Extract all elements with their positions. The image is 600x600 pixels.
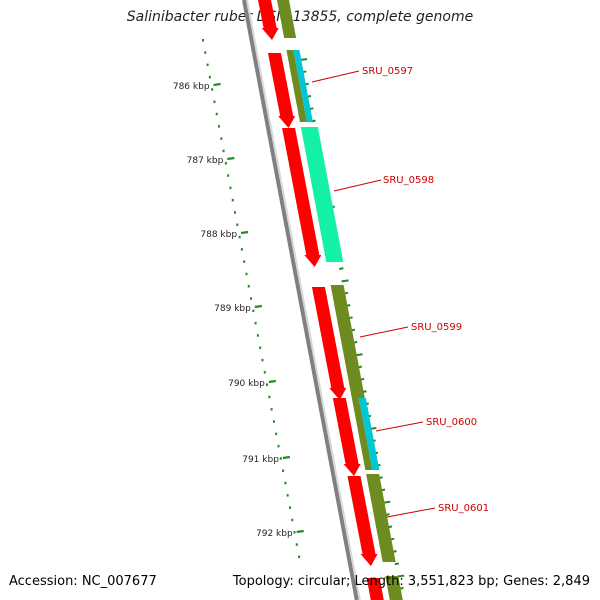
cds-arrow [267, 53, 296, 128]
feature-olive-bar [286, 50, 307, 122]
ruler-dot [213, 100, 216, 103]
ruler-dot [211, 88, 214, 91]
ruler-dot [286, 494, 289, 497]
gene-leader-line [386, 507, 436, 518]
ruler-major-tick [268, 379, 276, 384]
topology-text: Topology: circular; Length: 3,551,823 bp… [232, 574, 590, 589]
ruler-dot [245, 272, 248, 276]
outer-ruler-mark [339, 267, 344, 271]
ruler-tick-label: 791 kbp [242, 455, 279, 465]
ruler-dot [231, 198, 234, 202]
ruler-dot [252, 309, 255, 313]
gene-label: SRU_0601 [438, 503, 489, 514]
cds-arrow [332, 398, 361, 476]
outer-ruler-mark [394, 562, 400, 566]
feature-cyan-bar [358, 398, 380, 470]
ruler-dot [291, 518, 294, 522]
feature-olive-bar [351, 398, 373, 470]
gene-label: SRU_0598 [383, 175, 434, 186]
ruler-dot [282, 469, 285, 472]
gene-leader-line [311, 70, 360, 83]
feature-olive-bar [277, 0, 297, 38]
cds-arrow [282, 128, 322, 267]
ruler-dots [202, 39, 301, 559]
ruler-tick-label: 786 kbp [173, 82, 210, 92]
ruler-dot [266, 383, 269, 386]
ruler-dot [254, 321, 257, 325]
ruler-major-tick [240, 230, 249, 235]
ruler-tick-label: 792 kbp [256, 529, 293, 539]
ruler-dot [224, 162, 227, 165]
outer-ruler-mark [341, 279, 349, 283]
ruler-dot [268, 395, 271, 399]
cds-arrow [311, 287, 347, 400]
ruler-dot [298, 555, 301, 559]
ruler-dot [288, 506, 291, 509]
feature-olive-bar [330, 285, 365, 398]
genome-backbone [242, 0, 361, 600]
ruler-dot [272, 420, 275, 423]
ruler-dot [227, 174, 230, 177]
ruler-dot [234, 211, 237, 214]
ruler-dot [295, 543, 298, 546]
ruler-dot [270, 408, 273, 411]
map-title: Salinibacter ruber DSM 13855, complete g… [126, 9, 474, 25]
ruler-dot [202, 39, 204, 42]
ruler-dot [263, 371, 266, 374]
ruler-major-tick [254, 304, 263, 309]
accession-text: Accession: NC_007677 [9, 574, 157, 589]
backbone-line [242, 0, 359, 600]
ruler-major-tick [227, 156, 235, 161]
ruler-ticks: 786 kbp 787 kbp 788 kbp 789 kbp 790 kbp 791 k… [173, 82, 304, 539]
ruler-tick-label: 790 kbp [228, 379, 265, 389]
cds-arrow [366, 578, 384, 600]
feature-mint-bar [300, 127, 344, 262]
ruler-dot [240, 248, 243, 251]
ruler-dot [284, 481, 287, 485]
ruler-dot [256, 334, 259, 337]
gene-leader-line [359, 326, 409, 338]
feature-olive-bar [366, 474, 396, 562]
ruler-major-tick [282, 455, 291, 460]
ruler-tick-label: 788 kbp [200, 230, 237, 240]
ruler-dot [206, 63, 209, 67]
ruler-dot [238, 235, 241, 239]
gene-label: SRU_0599 [411, 322, 462, 333]
ruler-dot [259, 346, 262, 349]
backbone-shadow [246, 0, 361, 600]
ruler-dot [222, 149, 225, 153]
ruler-dot [275, 432, 278, 436]
ruler-dot [247, 285, 250, 288]
ruler-dot [293, 531, 296, 534]
ruler-dot [208, 75, 211, 79]
gene-labels: SRU_0597 SRU_0598 SRU_0599 SRU_0600 SRU_0601 [311, 66, 489, 518]
ruler-dot [215, 112, 218, 116]
cds-arrow [258, 0, 279, 40]
ruler-tick-label: 789 kbp [214, 304, 251, 314]
ruler-tick-label: 787 kbp [187, 156, 224, 166]
ruler-dot [236, 223, 239, 226]
ruler-major-tick [213, 82, 221, 87]
feature-track [258, 0, 403, 600]
ruler-dot [220, 137, 223, 140]
ruler-dot [261, 358, 264, 362]
ruler-dot [204, 51, 207, 54]
feature-olive-bar [385, 576, 403, 600]
ruler-dot [229, 186, 232, 190]
ruler-dot [218, 125, 221, 128]
ruler-major-tick [296, 529, 304, 534]
gene-leader-line [375, 421, 424, 432]
gene-label: SRU_0597 [362, 66, 413, 77]
ruler-dot [243, 260, 246, 263]
feature-cyan-bar [293, 50, 313, 122]
ruler-dot [279, 457, 282, 460]
gene-leader-line [333, 179, 382, 192]
gene-label: SRU_0600 [426, 417, 477, 428]
ruler-dot [250, 297, 253, 300]
ruler-dot [277, 444, 280, 448]
cds-arrow [347, 476, 378, 566]
